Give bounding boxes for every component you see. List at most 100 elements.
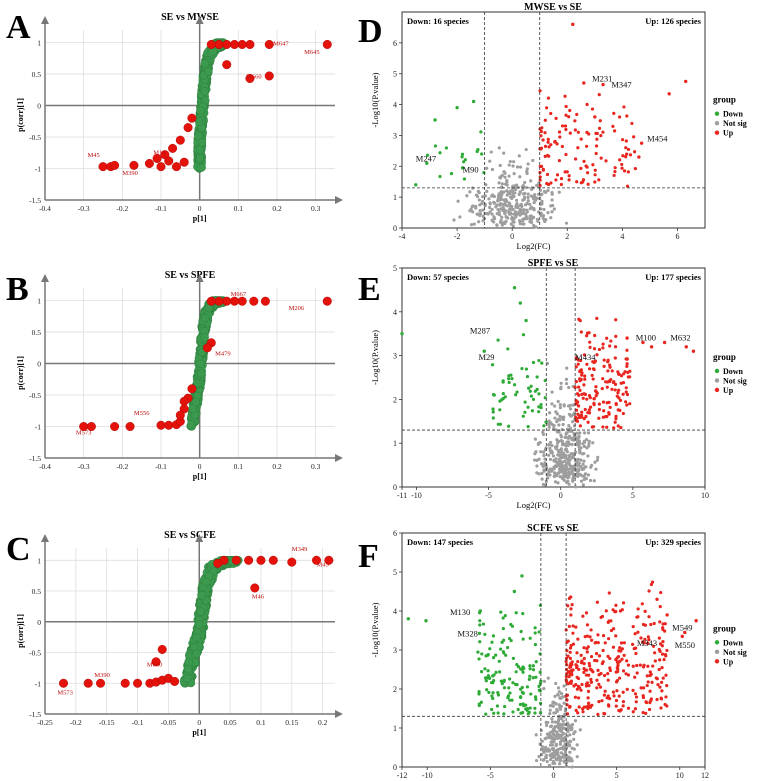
down-point xyxy=(491,656,496,660)
up-point xyxy=(600,699,604,703)
notsig-point xyxy=(565,440,569,444)
up-point xyxy=(613,382,618,386)
up-point xyxy=(594,651,599,656)
down-point xyxy=(489,681,494,685)
panel-c: C SE vs SCFE -0.25 -0.2 -0.15 -0.1 -0.05 0 0.05 0… xyxy=(6,530,343,737)
up-count-label: Up: 177 species xyxy=(645,272,701,282)
point-annotation: M434 xyxy=(575,352,596,362)
notsig-point xyxy=(503,211,507,216)
up-point xyxy=(569,607,573,611)
notsig-point xyxy=(506,216,510,220)
notsig-point xyxy=(477,191,481,195)
notsig-point xyxy=(481,195,485,199)
notsig-point xyxy=(539,462,544,466)
up-point xyxy=(549,111,553,116)
notsig-point xyxy=(562,712,567,717)
notsig-point xyxy=(568,471,572,476)
up-point xyxy=(575,687,579,691)
up-point xyxy=(599,133,603,138)
y-tick-label: 0.5 xyxy=(32,70,42,79)
notsig-point xyxy=(546,211,550,215)
notsig-point xyxy=(557,736,561,740)
up-count-label: Up: 329 species xyxy=(645,537,701,547)
up-point xyxy=(620,162,624,167)
y-tick-label: 0 xyxy=(37,102,41,111)
up-point xyxy=(648,689,652,693)
up-point xyxy=(586,182,590,186)
notsig-point xyxy=(586,473,591,477)
notsig-point xyxy=(477,220,481,224)
notsig-point xyxy=(528,202,532,206)
notsig-point xyxy=(548,457,553,461)
notsig-point xyxy=(547,423,551,427)
notsig-point xyxy=(505,178,509,183)
up-point xyxy=(651,644,656,648)
x-tick-label: 0 xyxy=(198,204,202,213)
notsig-point xyxy=(550,198,554,202)
notsig-point xyxy=(507,174,511,178)
up-point xyxy=(645,683,649,688)
up-point xyxy=(601,130,605,134)
down-point xyxy=(486,652,490,657)
x-tick-label: -11 xyxy=(397,491,407,500)
down-point xyxy=(502,712,506,716)
notsig-point xyxy=(458,215,462,219)
red-point xyxy=(250,583,260,593)
legend-item: Not sig xyxy=(723,648,747,657)
up-point xyxy=(600,661,604,666)
green-point xyxy=(196,359,205,369)
notsig-point xyxy=(561,422,565,427)
notsig-point xyxy=(541,749,545,753)
down-point xyxy=(526,425,530,429)
up-point xyxy=(614,334,618,338)
x-tick-label: 12 xyxy=(701,771,709,780)
down-point xyxy=(534,675,538,679)
x-tick-label: 5 xyxy=(631,491,635,500)
green-point xyxy=(183,664,193,674)
down-point xyxy=(521,637,525,641)
up-point xyxy=(606,694,610,698)
up-point xyxy=(582,662,586,666)
notsig-point xyxy=(522,217,526,221)
up-point xyxy=(620,138,625,142)
up-point xyxy=(683,630,687,635)
up-point xyxy=(634,651,638,656)
notsig-point xyxy=(575,431,579,435)
down-point xyxy=(400,332,404,336)
notsig-point xyxy=(553,694,557,698)
notsig-point xyxy=(476,212,480,216)
point-annotation: M45 xyxy=(316,561,328,568)
x-tick-label: -0.3 xyxy=(78,204,90,213)
up-point xyxy=(605,425,609,429)
notsig-point xyxy=(571,467,576,471)
up-point xyxy=(541,167,545,171)
notsig-point xyxy=(552,474,556,478)
up-point xyxy=(554,178,558,182)
up-point xyxy=(660,680,664,684)
up-point xyxy=(639,686,643,690)
notsig-point xyxy=(545,732,550,736)
notsig-point xyxy=(567,743,572,747)
notsig-point xyxy=(570,456,574,460)
notsig-point xyxy=(513,184,518,188)
up-point xyxy=(684,79,688,84)
up-point xyxy=(579,166,583,170)
notsig-point xyxy=(529,179,533,183)
up-point xyxy=(580,392,584,396)
down-point xyxy=(506,646,510,650)
notsig-point xyxy=(511,219,515,224)
x-tick-label: -0.05 xyxy=(161,718,177,727)
up-point xyxy=(604,159,608,163)
red-point xyxy=(245,39,255,49)
up-point xyxy=(572,684,576,688)
down-point xyxy=(486,674,491,678)
up-point xyxy=(590,703,594,707)
notsig-point xyxy=(562,473,566,477)
notsig-point xyxy=(548,411,552,415)
notsig-point xyxy=(570,442,574,447)
notsig-point xyxy=(558,474,562,479)
up-point xyxy=(546,140,550,144)
up-point xyxy=(660,689,664,693)
red-point xyxy=(187,384,197,394)
